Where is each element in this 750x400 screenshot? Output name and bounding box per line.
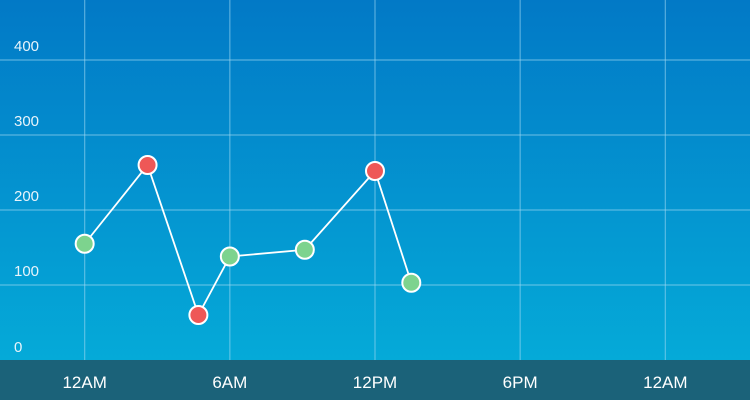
- x-tick-label: 12AM: [62, 373, 106, 392]
- x-tick-label: 12PM: [353, 373, 397, 392]
- data-points: [74, 155, 422, 325]
- x-axis-labels: 12AM 6AM 12PM 6PM 12AM: [62, 373, 687, 392]
- data-point-normal: [294, 239, 315, 260]
- data-point-high: [365, 161, 385, 181]
- data-point-high: [188, 305, 209, 325]
- x-tick-label: 12AM: [643, 373, 687, 392]
- y-tick-label: 400: [14, 38, 39, 55]
- y-axis-labels: 0 100 200 300 400: [14, 38, 39, 356]
- x-tick-label: 6PM: [503, 373, 538, 392]
- data-point-normal: [219, 246, 240, 267]
- y-tick-label: 100: [14, 263, 39, 280]
- x-axis-band: [0, 360, 750, 400]
- y-tick-label: 0: [14, 339, 22, 356]
- x-tick-label: 6AM: [212, 373, 247, 392]
- data-point-high: [137, 155, 158, 175]
- data-point-normal: [74, 233, 95, 254]
- y-tick-label: 200: [14, 188, 39, 205]
- y-tick-label: 300: [14, 113, 39, 130]
- data-point-normal: [401, 272, 422, 293]
